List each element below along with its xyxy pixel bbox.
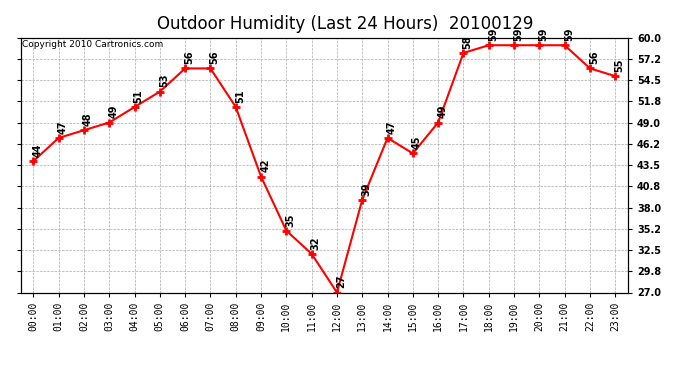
Text: 39: 39 <box>362 182 371 196</box>
Text: 55: 55 <box>614 58 624 72</box>
Text: 59: 59 <box>488 27 498 41</box>
Text: 27: 27 <box>336 275 346 288</box>
Text: 56: 56 <box>210 51 219 64</box>
Text: 32: 32 <box>310 236 321 250</box>
Text: 49: 49 <box>437 105 447 118</box>
Text: 44: 44 <box>32 144 43 157</box>
Text: 35: 35 <box>286 213 295 226</box>
Text: 42: 42 <box>260 159 270 172</box>
Text: 53: 53 <box>159 74 169 87</box>
Text: 59: 59 <box>538 27 549 41</box>
Text: 56: 56 <box>589 51 599 64</box>
Text: 56: 56 <box>184 51 195 64</box>
Text: 49: 49 <box>108 105 119 118</box>
Text: 59: 59 <box>513 27 523 41</box>
Text: 47: 47 <box>386 120 397 134</box>
Text: 48: 48 <box>83 112 93 126</box>
Text: 47: 47 <box>58 120 68 134</box>
Text: Copyright 2010 Cartronics.com: Copyright 2010 Cartronics.com <box>22 40 163 49</box>
Text: 58: 58 <box>462 35 473 49</box>
Text: Outdoor Humidity (Last 24 Hours)  20100129: Outdoor Humidity (Last 24 Hours) 2010012… <box>157 15 533 33</box>
Text: 45: 45 <box>412 136 422 149</box>
Text: 51: 51 <box>134 89 144 103</box>
Text: 59: 59 <box>564 27 574 41</box>
Text: 51: 51 <box>235 89 245 103</box>
